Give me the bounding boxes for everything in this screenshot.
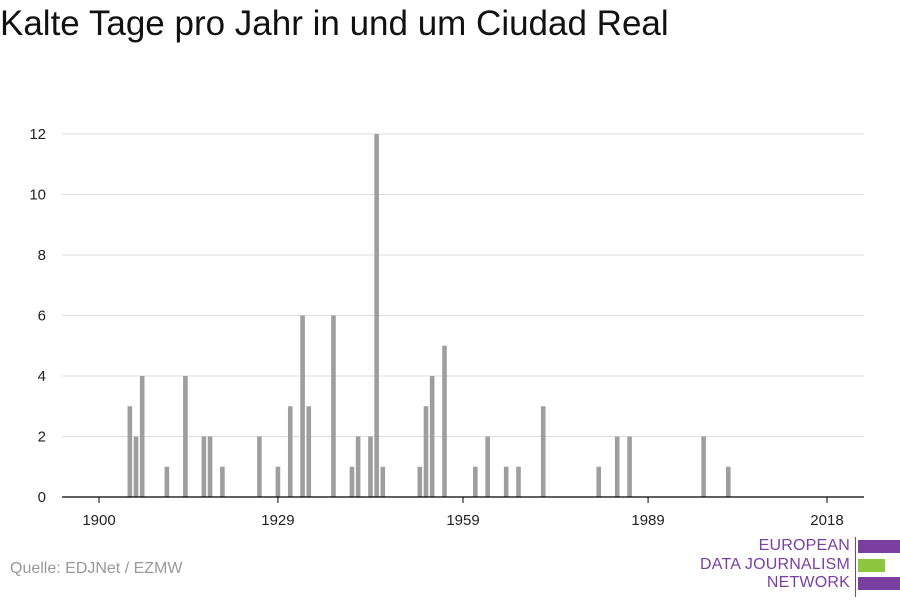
bar-1998 bbox=[701, 436, 706, 497]
bar-1963 bbox=[485, 436, 490, 497]
bar-1941 bbox=[349, 466, 355, 497]
bar-1942 bbox=[355, 436, 361, 497]
y-tick-label: 4 bbox=[38, 368, 46, 385]
bar-1933 bbox=[300, 315, 305, 497]
bar-1905 bbox=[127, 406, 133, 497]
bar-1954 bbox=[429, 376, 435, 497]
y-tick-label: 12 bbox=[29, 126, 46, 143]
bar-1914 bbox=[183, 376, 188, 497]
y-tick-label: 0 bbox=[38, 489, 46, 506]
logo-line-1: EUROPEAN bbox=[758, 537, 850, 554]
bar-2002 bbox=[725, 466, 731, 497]
bar-1966 bbox=[503, 466, 509, 497]
x-tick-label: 1900 bbox=[82, 512, 115, 529]
logo-bar-purple-top bbox=[858, 540, 900, 553]
bar-1938 bbox=[331, 315, 336, 497]
logo-line-3: NETWORK bbox=[766, 574, 850, 591]
bar-1934 bbox=[306, 406, 312, 497]
x-tick-label: 1929 bbox=[261, 512, 294, 529]
x-tick-label: 1959 bbox=[446, 512, 479, 529]
logo-wordmark: EUROPEAN DATA JOURNALISM NETWORK bbox=[700, 537, 850, 593]
y-tick-label: 6 bbox=[38, 308, 46, 325]
bar-1906 bbox=[133, 436, 139, 497]
bar-1926 bbox=[257, 436, 262, 497]
bar-1920 bbox=[220, 466, 225, 497]
edjnet-logo: EUROPEAN DATA JOURNALISM NETWORK bbox=[700, 537, 900, 597]
bar-1907 bbox=[139, 376, 145, 497]
bar-1981 bbox=[596, 466, 602, 497]
bar-1931 bbox=[287, 406, 293, 497]
bar-1986 bbox=[627, 436, 632, 497]
y-tick-label: 2 bbox=[38, 429, 46, 446]
x-tick-label: 2018 bbox=[810, 512, 843, 529]
axes: 0 2 4 6 8 10 12 1900 1929 1959 1989 2018 bbox=[29, 126, 864, 529]
y-tick-label: 8 bbox=[38, 247, 46, 264]
y-tick-label: 10 bbox=[29, 187, 46, 204]
logo-bar-green bbox=[858, 559, 885, 572]
bar-1952 bbox=[417, 466, 423, 497]
bar-1929 bbox=[275, 466, 281, 497]
x-tick-label: 1989 bbox=[631, 512, 664, 529]
bar-1944 bbox=[368, 436, 373, 497]
bar-1917 bbox=[201, 436, 207, 497]
source-note: Quelle: EDJNet / EZMW bbox=[10, 560, 183, 577]
gridlines bbox=[62, 133, 864, 437]
bar-1953 bbox=[423, 406, 429, 497]
bar-1911 bbox=[164, 466, 170, 497]
bar-1984 bbox=[614, 436, 620, 497]
logo-divider bbox=[855, 537, 856, 597]
bar-1972 bbox=[540, 406, 546, 497]
logo-bar-purple-bottom bbox=[858, 577, 900, 590]
bars bbox=[127, 134, 731, 497]
bar-1945 bbox=[374, 134, 379, 497]
bar-1961 bbox=[473, 466, 478, 497]
bar-1968 bbox=[516, 466, 521, 497]
logo-line-2: DATA JOURNALISM bbox=[700, 555, 850, 573]
chart-title: Kalte Tage pro Jahr in und um Ciudad Rea… bbox=[0, 4, 669, 43]
bar-1956 bbox=[442, 345, 447, 497]
bar-1918 bbox=[207, 436, 213, 497]
bar-1946 bbox=[380, 466, 386, 497]
